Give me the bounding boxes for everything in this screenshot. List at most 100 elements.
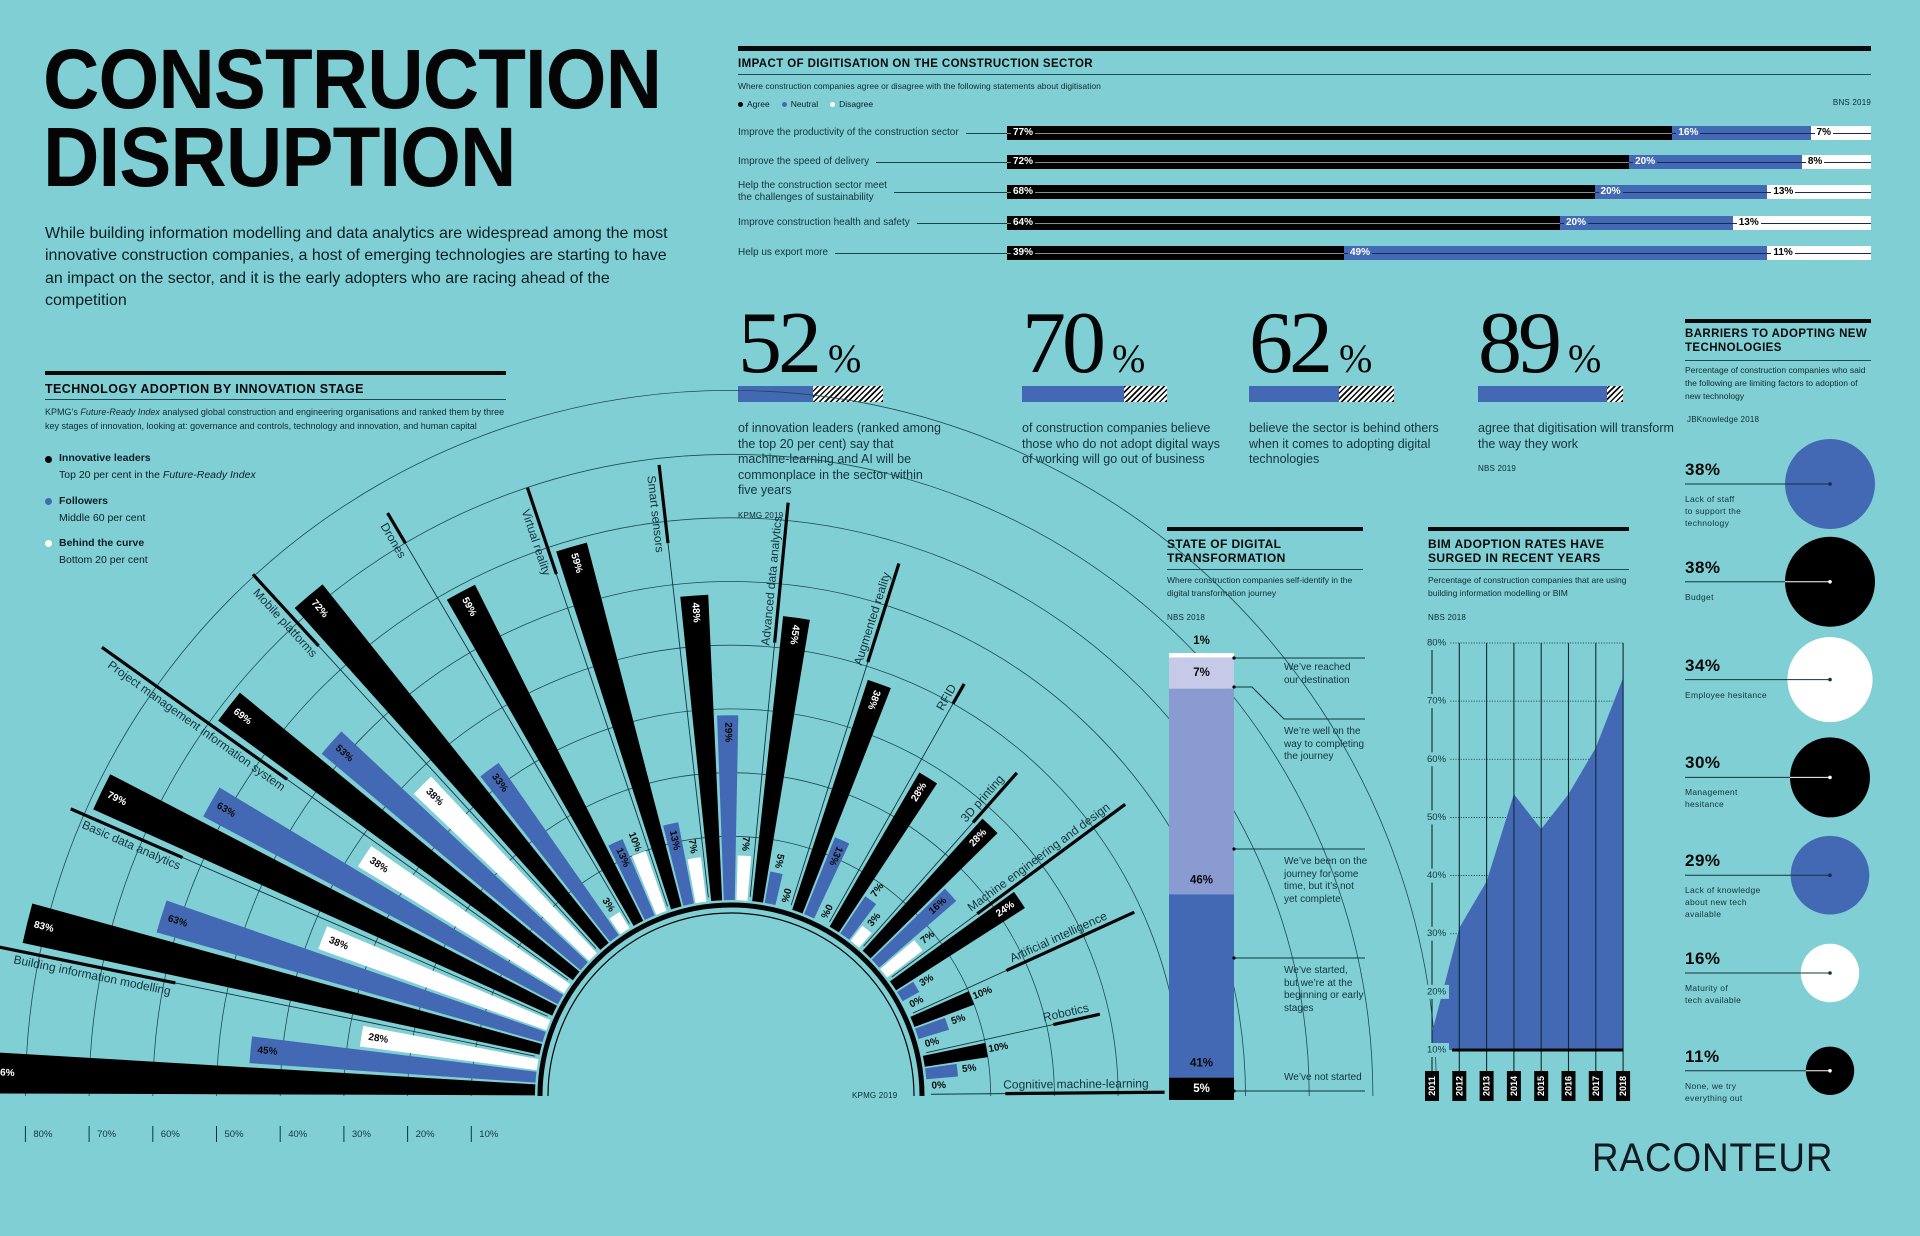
impact-segment-agree: 68%: [1007, 185, 1595, 199]
axis-tick-label: 40%: [288, 1129, 308, 1140]
barrier-percent: 16%: [1685, 949, 1721, 968]
category-marker-line: [1053, 1012, 1101, 1027]
axis-tick-label: 20%: [416, 1129, 436, 1140]
stat-source: NBS 2019: [1478, 464, 1517, 473]
intro-paragraph: While building information modelling and…: [45, 225, 668, 309]
y-tick-label: 60%: [1427, 754, 1447, 765]
segment-line: [1007, 252, 1344, 254]
impact-value-label: 20%: [1598, 186, 1623, 198]
barrier-label: Management hesitance: [1685, 787, 1738, 810]
stat-number: 89%: [1478, 300, 1601, 403]
radial-bar-followers: [717, 715, 739, 901]
radial-bar-followers: [871, 888, 957, 968]
stacked-segment: [1169, 688, 1234, 895]
stat-progress-bar: [738, 386, 883, 402]
stat-value: 52: [738, 295, 822, 392]
stat-value: 70: [1022, 295, 1106, 392]
stacked-value-label: 46%: [1190, 874, 1213, 886]
y-tick-label: 20%: [1427, 986, 1447, 997]
segment-line: [1343, 252, 1768, 254]
stacked-category-label: We’ve reached our destination: [1284, 662, 1351, 686]
leader-dot: [1232, 685, 1236, 689]
impact-value-label: 39%: [1011, 247, 1036, 259]
radial-value-label: 28%: [367, 1032, 389, 1046]
year-label: 2018: [1618, 1076, 1628, 1096]
category-marker-line: [951, 683, 966, 705]
radial-bar-behind-the-curve: [736, 855, 752, 901]
segment-line: [1007, 161, 1630, 163]
radial-bar-followers: [608, 839, 655, 920]
stat-value: 62: [1249, 295, 1333, 392]
radial-value-label: 86%: [0, 1067, 15, 1079]
category-label: Artificial intelligence: [1008, 909, 1110, 966]
category-marker-line: [525, 487, 558, 575]
radial-value-label: 45%: [787, 624, 801, 645]
radial-bar-innovative-leaders: [910, 991, 975, 1028]
barrier-percent: 30%: [1685, 753, 1721, 773]
y-tick-label: 80%: [1427, 638, 1447, 649]
y-tick-label: 10%: [1427, 1045, 1447, 1056]
barriers-description: Percentage of construction companies who…: [1685, 365, 1866, 401]
state-source: NBS 2018: [1167, 613, 1206, 622]
impact-value-label: 20%: [1563, 217, 1588, 229]
impact-value-label: 16%: [1676, 127, 1701, 139]
radial-bar-followers: [897, 981, 920, 1002]
barrier-percent: 38%: [1685, 460, 1721, 479]
stacked-category-label: We’ve been on the journey for some time,…: [1284, 856, 1368, 905]
stat-progress-bar: [1249, 386, 1394, 402]
barrier-center-dot: [1828, 971, 1832, 975]
radial-bar-innovative-leaders: [218, 692, 580, 981]
axis-tick-label: 60%: [161, 1129, 181, 1140]
stat-unit: %: [828, 336, 862, 381]
stat-progress-fill: [1022, 386, 1124, 402]
impact-segment-neutral: 20%: [1629, 155, 1802, 169]
impact-value-label: 7%: [1814, 127, 1833, 139]
radial-value-label: 7%: [869, 881, 886, 899]
barrier-label: None, we try everything out: [1685, 1080, 1743, 1103]
page-title: CONSTRUCTION DISRUPTION: [43, 32, 662, 199]
segment-line: [1801, 161, 1871, 163]
category-marker-line: [657, 464, 670, 544]
impact-row-label: Help us export more: [738, 233, 836, 273]
category-label: Machine engineering and design: [965, 800, 1113, 914]
radial-bar-behind-the-curve: [880, 940, 923, 978]
disagree-dot-icon: [830, 101, 836, 107]
bim-area-chart: 2011 2012 2013 2014 2015 2016 2017 2018 10% 20% 30…: [1425, 636, 1631, 1101]
legend-followers-name: Followers: [59, 495, 109, 507]
radial-value-label: 59%: [568, 552, 584, 574]
grid-arc: [88, 453, 1374, 1097]
barriers-divider: [1685, 360, 1871, 361]
adoption-desc-text: KPMG’s: [45, 407, 81, 417]
stat-body: agree that digitisation will transform t…: [1478, 421, 1683, 473]
impact-segment-neutral: 16%: [1672, 126, 1811, 140]
year-label: 2015: [1536, 1076, 1546, 1096]
leader-dot: [1232, 656, 1236, 660]
tick-label-bg: [1425, 752, 1449, 767]
year-label: 2017: [1591, 1076, 1601, 1096]
impact-segment-disagree: 13%: [1732, 216, 1871, 230]
radial-bar-followers: [321, 731, 588, 971]
radial-bar-followers: [156, 900, 546, 1043]
impact-row-label: Improve the productivity of the construc…: [738, 113, 966, 153]
title-line-1: CONSTRUCTION: [43, 32, 662, 126]
segment-line: [1767, 252, 1871, 254]
stacked-category-label: We’ve started, but we’re at the beginnin…: [1284, 965, 1364, 1014]
radial-value-label: 45%: [257, 1045, 278, 1058]
impact-segment-neutral: 20%: [1594, 185, 1768, 199]
grid-arc: [25, 390, 1437, 1097]
barrier-label: Lack of knowledge about new tech availab…: [1685, 885, 1761, 920]
stat-unit: %: [1112, 336, 1146, 381]
radial-value-label: 13%: [667, 829, 682, 851]
radial-value-label: 10%: [971, 984, 994, 1002]
barrier-center-dot: [1828, 677, 1832, 682]
impact-bar: 72% 20% 8%: [1007, 155, 1871, 169]
impact-segment-disagree: 13%: [1767, 185, 1871, 199]
impact-segment-agree: 64%: [1007, 216, 1560, 230]
impact-row-label: Improve the speed of delivery: [738, 142, 877, 182]
radial-bar-innovative-leaders: [294, 584, 609, 950]
leader-dot: [1232, 956, 1236, 960]
raconteur-logo: RACONTEUR: [1592, 1136, 1834, 1180]
stat-body: of innovation leaders (ranked among the …: [738, 421, 943, 520]
tick-label-bg: [1425, 694, 1449, 709]
barriers-source: JBKnowledge 2018: [1687, 415, 1760, 424]
